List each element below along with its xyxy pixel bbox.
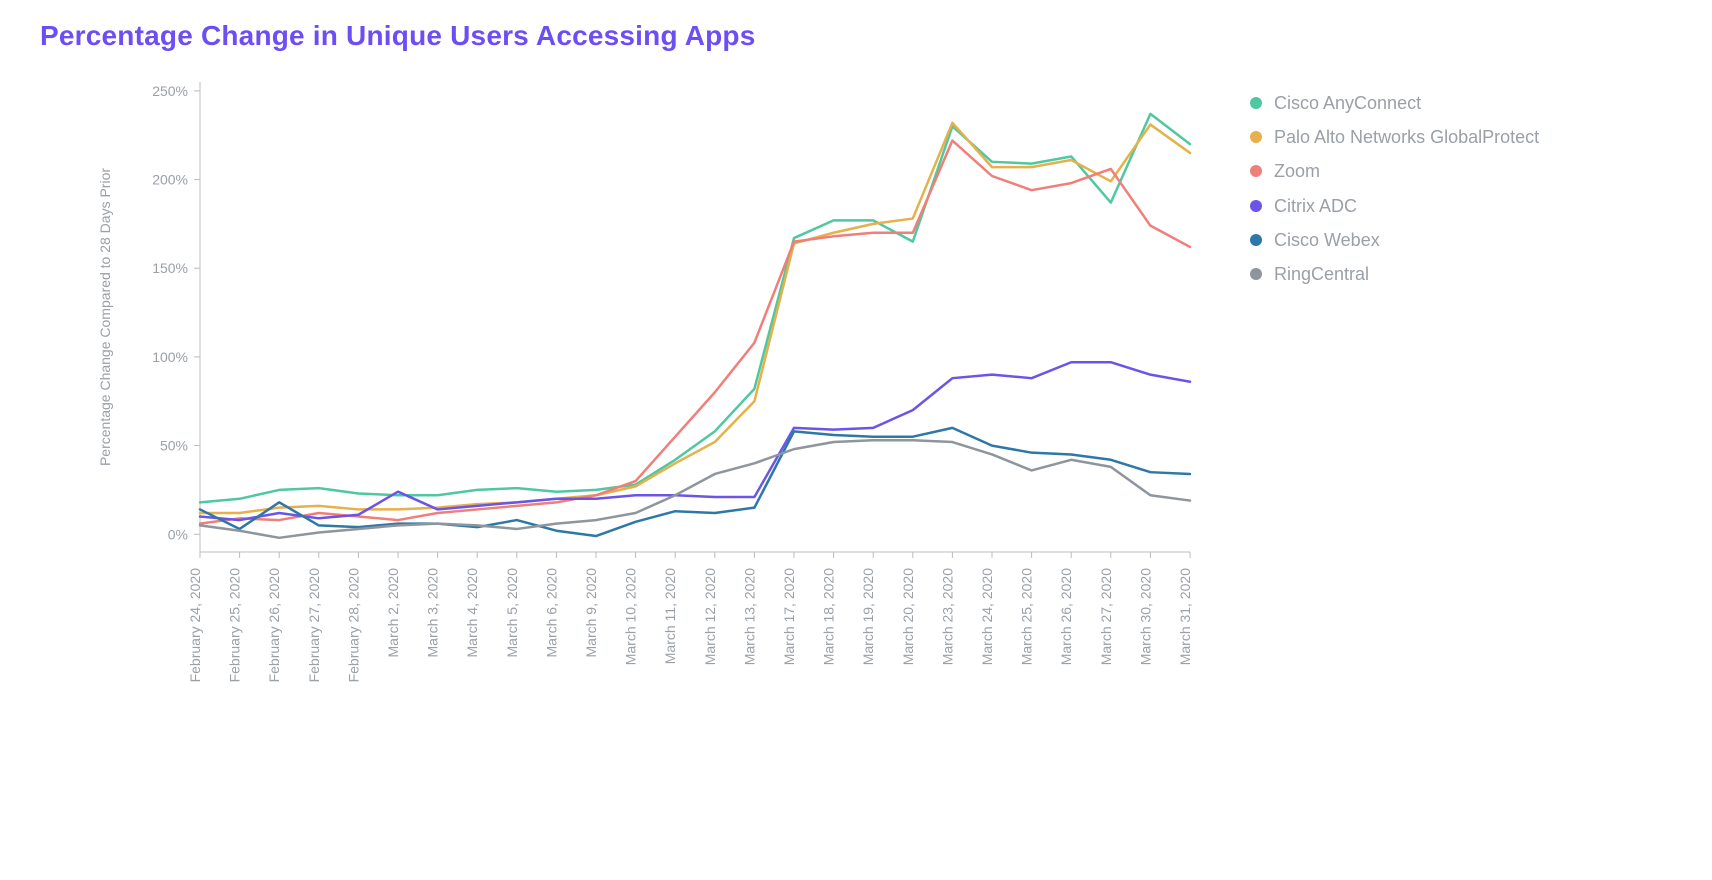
- x-tick-label: March 27, 2020: [1098, 568, 1114, 665]
- x-tick-label: February 27, 2020: [306, 568, 322, 683]
- svg-text:0%: 0%: [168, 526, 188, 542]
- x-tick-label: March 13, 2020: [741, 568, 757, 665]
- legend-swatch: [1250, 200, 1262, 212]
- x-tick-label: February 25, 2020: [227, 568, 243, 683]
- x-tick-label: March 4, 2020: [464, 568, 480, 658]
- x-tick-label: March 30, 2020: [1137, 568, 1153, 665]
- chart-title: Percentage Change in Unique Users Access…: [40, 20, 1672, 52]
- series-line: [200, 114, 1190, 502]
- svg-text:150%: 150%: [152, 260, 188, 276]
- x-tick-label: March 3, 2020: [425, 568, 441, 658]
- legend-item: Palo Alto Networks GlobalProtect: [1250, 120, 1539, 154]
- x-tick-label: March 9, 2020: [583, 568, 599, 658]
- x-tick-label: March 24, 2020: [979, 568, 995, 665]
- series-line: [200, 141, 1190, 524]
- legend-label: Palo Alto Networks GlobalProtect: [1274, 120, 1539, 154]
- x-tick-label: February 24, 2020: [187, 568, 203, 683]
- legend-swatch: [1250, 165, 1262, 177]
- legend: Cisco AnyConnectPalo Alto Networks Globa…: [1250, 86, 1539, 291]
- legend-label: Cisco AnyConnect: [1274, 86, 1421, 120]
- x-tick-label: March 17, 2020: [781, 568, 797, 665]
- legend-swatch: [1250, 234, 1262, 246]
- line-chart: 0% 50% 100% 150% 200% 250% Percentage Change C…: [40, 72, 1220, 832]
- x-tick-label: March 12, 2020: [702, 568, 718, 665]
- legend-label: RingCentral: [1274, 257, 1369, 291]
- svg-text:100%: 100%: [152, 349, 188, 365]
- legend-swatch: [1250, 268, 1262, 280]
- x-tick-label: March 2, 2020: [385, 568, 401, 658]
- legend-item: Cisco Webex: [1250, 223, 1539, 257]
- series-line: [200, 440, 1190, 538]
- x-tick-label: March 5, 2020: [504, 568, 520, 658]
- x-tick-label: March 6, 2020: [543, 568, 559, 658]
- x-tick-label: March 25, 2020: [1019, 568, 1035, 665]
- svg-text:200%: 200%: [152, 172, 188, 188]
- x-tick-label: February 28, 2020: [345, 568, 361, 683]
- x-tick-label: February 26, 2020: [266, 568, 282, 683]
- svg-text:250%: 250%: [152, 83, 188, 99]
- legend-swatch: [1250, 97, 1262, 109]
- legend-item: RingCentral: [1250, 257, 1539, 291]
- legend-label: Zoom: [1274, 154, 1320, 188]
- x-tick-label: March 19, 2020: [860, 568, 876, 665]
- svg-text:50%: 50%: [160, 438, 188, 454]
- series-line: [200, 123, 1190, 513]
- x-tick-label: March 10, 2020: [623, 568, 639, 665]
- y-axis-title: Percentage Change Compared to 28 Days Pr…: [97, 168, 113, 466]
- x-tick-label: March 11, 2020: [662, 568, 678, 664]
- x-tick-label: March 18, 2020: [821, 568, 837, 665]
- x-tick-label: March 20, 2020: [900, 568, 916, 665]
- legend-label: Citrix ADC: [1274, 189, 1357, 223]
- x-tick-label: March 31, 2020: [1177, 568, 1193, 665]
- legend-label: Cisco Webex: [1274, 223, 1380, 257]
- legend-swatch: [1250, 131, 1262, 143]
- series-line: [200, 362, 1190, 520]
- legend-item: Zoom: [1250, 154, 1539, 188]
- legend-item: Citrix ADC: [1250, 189, 1539, 223]
- x-tick-label: March 26, 2020: [1058, 568, 1074, 665]
- legend-item: Cisco AnyConnect: [1250, 86, 1539, 120]
- x-tick-label: March 23, 2020: [939, 568, 955, 665]
